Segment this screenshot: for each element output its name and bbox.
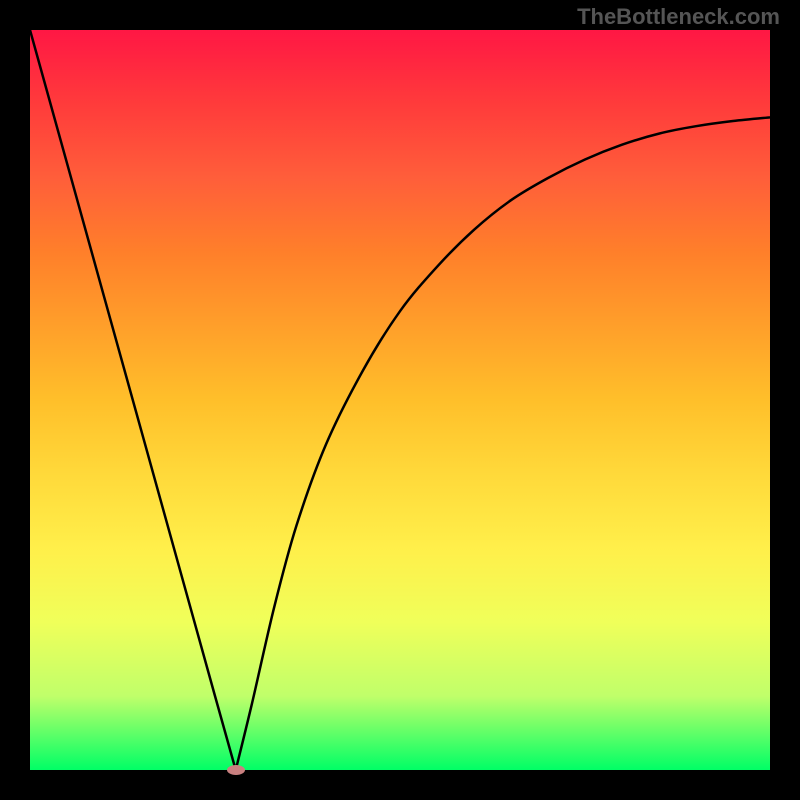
bottleneck-curve: [30, 30, 770, 770]
watermark-text: TheBottleneck.com: [577, 4, 780, 30]
curve-path: [30, 30, 770, 770]
plot-area: [30, 30, 770, 770]
minimum-marker: [227, 765, 245, 775]
